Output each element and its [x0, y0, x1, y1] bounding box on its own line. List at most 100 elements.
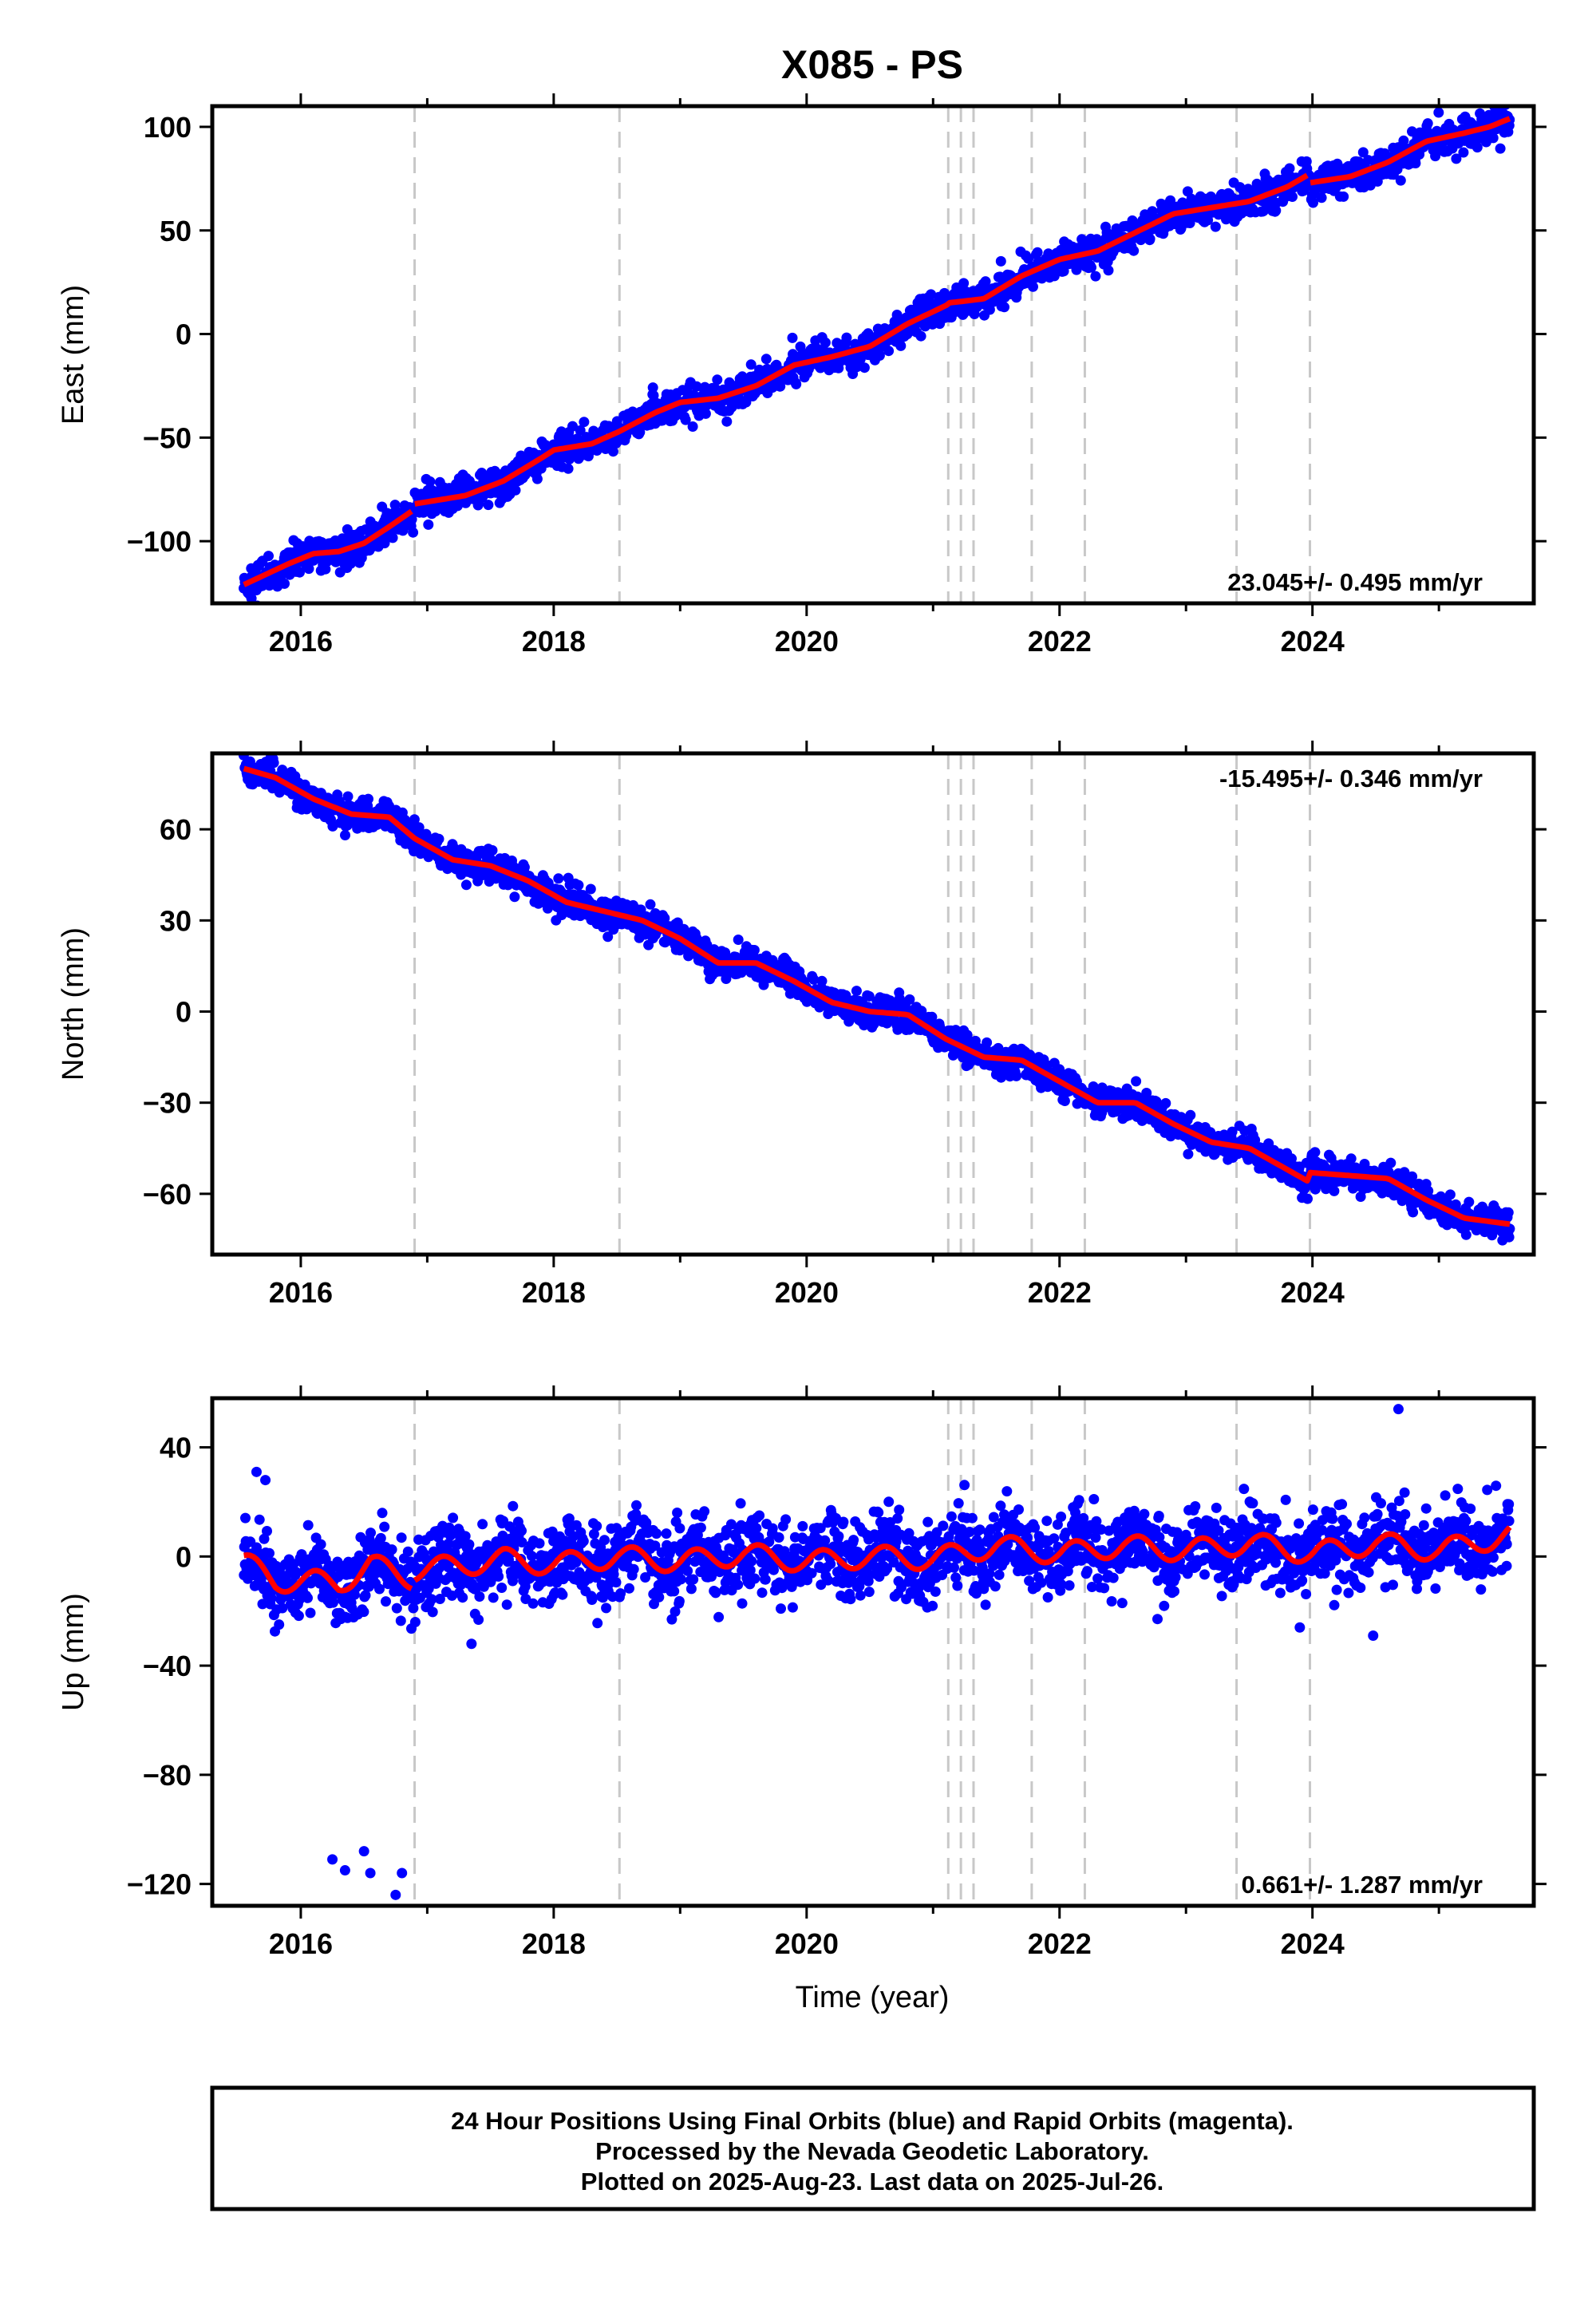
data-point: [427, 1607, 438, 1618]
data-point: [377, 1508, 388, 1519]
data-point: [397, 525, 409, 536]
data-point: [363, 793, 373, 804]
data-point: [1433, 107, 1444, 118]
data-point: [874, 350, 885, 361]
data-point: [904, 994, 915, 1005]
data-point: [1487, 132, 1499, 144]
data-point: [402, 1546, 413, 1557]
data-point: [290, 1567, 302, 1578]
data-point: [915, 330, 926, 342]
data-point: [1250, 1135, 1261, 1145]
data-point: [687, 421, 698, 432]
data-point: [1444, 1189, 1456, 1200]
data-point: [647, 382, 658, 393]
data-point: [1460, 1229, 1472, 1240]
data-point: [926, 289, 937, 300]
data-point: [1284, 163, 1295, 174]
data-point: [501, 1599, 512, 1611]
data-point: [1227, 1126, 1238, 1137]
data-point: [1503, 1231, 1515, 1243]
data-point: [1023, 253, 1034, 264]
model-segment: [243, 508, 413, 587]
y-tick-label: 30: [160, 904, 192, 937]
data-point: [1423, 1185, 1434, 1196]
observation-points: [239, 1404, 1515, 1900]
data-point: [1396, 1196, 1408, 1207]
data-point: [1407, 1171, 1418, 1182]
data-point: [579, 417, 590, 428]
data-point: [749, 945, 760, 955]
data-point: [573, 879, 584, 891]
data-point: [1498, 93, 1508, 104]
data-point: [263, 551, 274, 562]
y-tick-label: 100: [144, 111, 192, 144]
data-point: [634, 427, 646, 438]
data-point: [1316, 192, 1327, 204]
data-point: [958, 278, 970, 289]
velocity-annotation: -15.495+/- 0.346 mm/yr: [1219, 765, 1483, 792]
data-point: [509, 891, 520, 903]
data-point: [553, 873, 564, 884]
data-point: [1032, 247, 1043, 258]
data-point: [820, 337, 831, 348]
data-point: [488, 1592, 499, 1603]
data-point: [483, 500, 494, 511]
data-point: [791, 378, 802, 389]
data-point: [1147, 206, 1158, 217]
data-point: [1385, 1157, 1396, 1168]
data-point: [787, 332, 798, 343]
data-point: [1338, 191, 1349, 202]
data-point: [1422, 118, 1433, 129]
data-point: [387, 532, 398, 543]
data-point: [745, 359, 757, 370]
x-tick-label: 2020: [775, 1276, 839, 1309]
data-point: [1398, 135, 1409, 146]
observation-points: [239, 93, 1515, 603]
data-point: [262, 1526, 272, 1536]
data-point: [1408, 1207, 1419, 1218]
y-tick-label: −60: [143, 1178, 192, 1211]
data-point: [493, 1571, 504, 1582]
data-point: [1308, 197, 1318, 208]
data-point: [477, 1519, 488, 1530]
data-point: [305, 1607, 316, 1618]
data-point: [1103, 265, 1114, 276]
data-point: [1310, 1147, 1321, 1158]
data-point: [279, 578, 290, 589]
data-point: [1286, 1153, 1297, 1164]
plot-frame: [210, 104, 1536, 606]
data-point: [585, 883, 596, 895]
data-point: [374, 1583, 385, 1595]
data-point: [408, 1603, 419, 1614]
plot-frame: [210, 751, 1536, 1257]
data-point: [460, 1531, 471, 1542]
model-segment: [243, 765, 1511, 1227]
y-tick-label: 0: [176, 996, 192, 1029]
x-tick-label: 2016: [269, 625, 333, 658]
data-point: [259, 1533, 270, 1544]
data-point: [294, 567, 305, 578]
data-point: [984, 304, 995, 315]
data-point: [567, 421, 578, 432]
data-point: [1329, 1185, 1340, 1196]
x-tick-label: 2022: [1028, 625, 1092, 658]
data-point: [386, 1544, 397, 1555]
data-point: [1131, 1076, 1142, 1087]
data-point: [342, 791, 354, 802]
data-point: [741, 397, 752, 408]
data-point: [1395, 175, 1406, 186]
data-point: [1451, 153, 1462, 164]
x-axis: 2016 2018 2020 2022 2024: [269, 741, 1440, 1309]
data-point: [257, 1599, 268, 1610]
data-point: [1458, 147, 1469, 158]
data-point: [1183, 1148, 1194, 1160]
data-point: [409, 814, 420, 825]
data-point: [607, 446, 618, 457]
data-point: [980, 276, 991, 287]
data-point: [999, 302, 1009, 313]
data-point: [408, 527, 419, 538]
data-point: [531, 473, 543, 484]
